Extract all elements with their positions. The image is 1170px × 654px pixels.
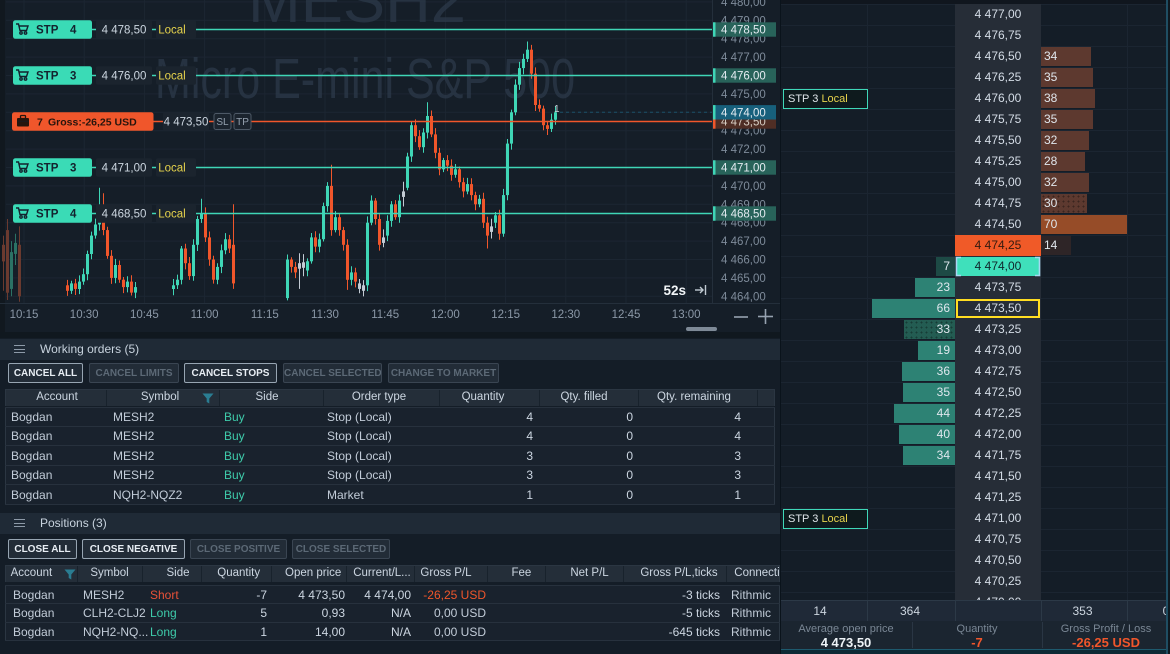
svg-text:4 464,00: 4 464,00: [721, 291, 766, 303]
svg-text:TP: TP: [236, 117, 249, 128]
svg-text:Local: Local: [158, 209, 186, 221]
svg-text:4 477,00: 4 477,00: [721, 52, 766, 64]
svg-text:1: 1: [554, 104, 560, 115]
svg-text:Local: Local: [158, 163, 186, 175]
svg-text:11:15: 11:15: [251, 309, 279, 321]
svg-text:12:15: 12:15: [491, 309, 520, 321]
svg-text:3: 3: [70, 71, 76, 83]
svg-text:MESH2: MESH2: [248, 0, 466, 36]
svg-text:STP: STP: [36, 209, 59, 221]
svg-text:4 478,50: 4 478,50: [102, 25, 147, 37]
svg-text:STP: STP: [36, 71, 59, 83]
svg-text:3: 3: [70, 163, 76, 175]
svg-text:11:30: 11:30: [311, 309, 339, 321]
svg-text:4 468,50: 4 468,50: [102, 209, 147, 221]
svg-text:STP: STP: [36, 25, 59, 37]
svg-text:Micro E-mini S&P 500: Micro E-mini S&P 500: [155, 47, 575, 111]
svg-text:SL: SL: [216, 117, 229, 128]
svg-text:4 476,00: 4 476,00: [721, 71, 766, 83]
svg-text:Gross:-26,25 USD: Gross:-26,25 USD: [48, 117, 137, 129]
svg-text:4 471,00: 4 471,00: [102, 163, 147, 175]
svg-text:Local: Local: [158, 71, 186, 83]
svg-text:4 466,00: 4 466,00: [721, 255, 766, 267]
svg-text:7: 7: [37, 117, 43, 129]
svg-text:52s: 52s: [663, 283, 686, 298]
svg-text:10:15: 10:15: [10, 309, 39, 321]
svg-text:4 478,00: 4 478,00: [721, 34, 766, 46]
svg-text:Local: Local: [158, 25, 186, 37]
svg-text:4 467,00: 4 467,00: [721, 236, 766, 248]
svg-text:10:30: 10:30: [70, 309, 99, 321]
svg-text:13:00: 13:00: [672, 309, 701, 321]
svg-text:11:00: 11:00: [191, 309, 219, 321]
svg-text:12:30: 12:30: [551, 309, 580, 321]
svg-text:STP: STP: [36, 163, 59, 175]
svg-text:4 465,00: 4 465,00: [721, 273, 766, 285]
svg-text:4 475,00: 4 475,00: [721, 89, 766, 101]
svg-text:4 474,00: 4 474,00: [721, 107, 766, 119]
svg-text:4: 4: [70, 25, 77, 37]
svg-text:4 473,50: 4 473,50: [164, 117, 209, 129]
svg-text:4 468,50: 4 468,50: [721, 209, 766, 221]
svg-text:4 476,00: 4 476,00: [102, 71, 147, 83]
svg-text:4 480,00: 4 480,00: [721, 0, 766, 9]
svg-text:10:45: 10:45: [130, 309, 159, 321]
svg-text:12:45: 12:45: [612, 309, 641, 321]
svg-text:12:00: 12:00: [431, 309, 460, 321]
svg-text:4 472,00: 4 472,00: [721, 144, 766, 156]
svg-text:4 470,00: 4 470,00: [721, 181, 766, 193]
svg-text:4: 4: [70, 209, 77, 221]
svg-text:11:45: 11:45: [371, 309, 399, 321]
svg-text:4 478,50: 4 478,50: [721, 25, 766, 37]
svg-text:4 471,00: 4 471,00: [721, 163, 766, 175]
